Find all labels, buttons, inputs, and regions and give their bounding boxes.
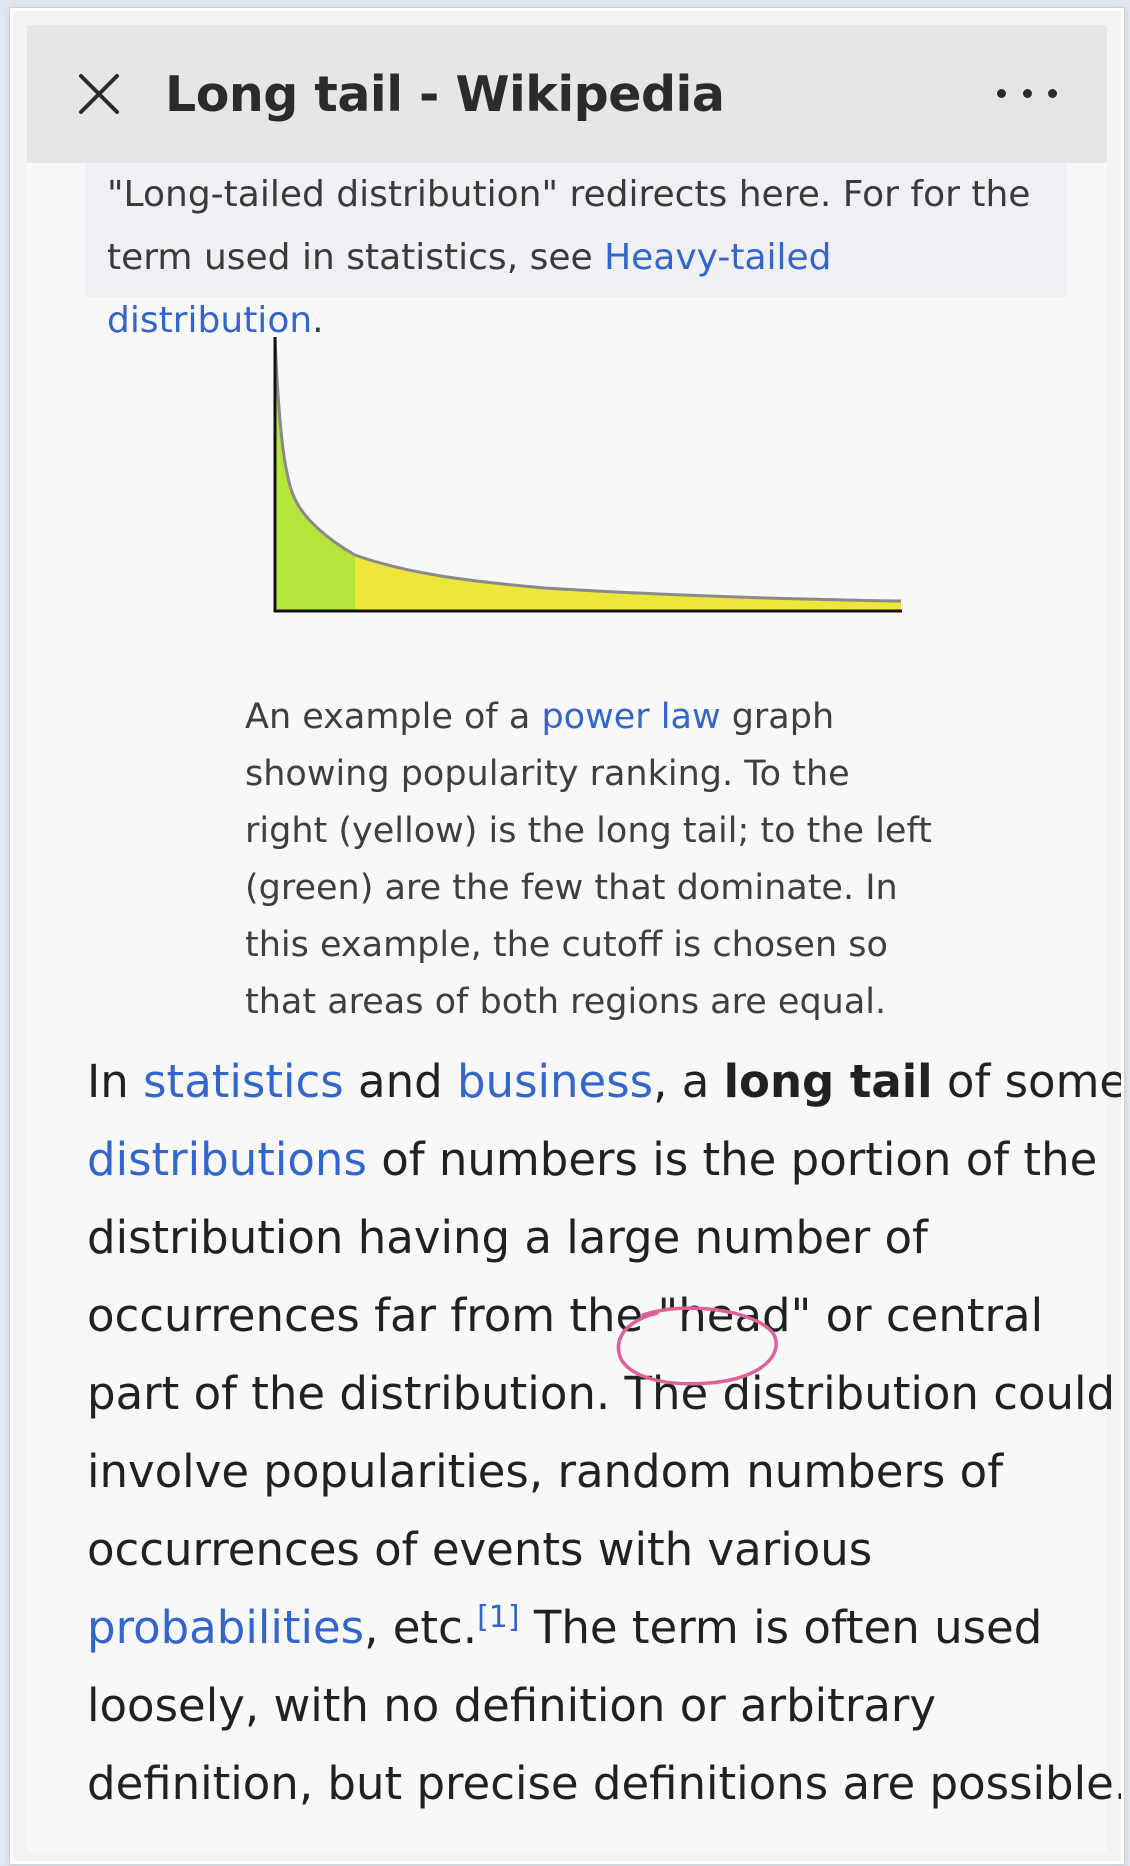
more-options-button[interactable] (997, 73, 1057, 113)
long-tail-figure[interactable] (245, 333, 909, 665)
hatnote-line-2: term used in statistics, see Heavy-taile… (107, 237, 832, 341)
hatnote-line-1: "Long-tailed distribution" redirects her… (107, 174, 1031, 215)
heavy-tailed-distribution-link[interactable]: Heavy-tailed distribution (107, 237, 832, 341)
article-content: "Long-tailed distribution" redirects her… (27, 163, 1124, 1853)
page-title: Long tail - Wikipedia (165, 65, 725, 123)
power-law-link[interactable]: power law (541, 697, 721, 737)
business-link[interactable]: business (456, 1055, 654, 1108)
close-icon (79, 74, 119, 114)
browser-frame: Long tail - Wikipedia "Long-tailed distr… (10, 8, 1124, 1864)
intro-paragraph: In statistics and business, a long tail … (87, 1055, 1124, 1810)
hatnote: "Long-tailed distribution" redirects her… (85, 163, 1067, 341)
power-law-curve (273, 336, 902, 603)
close-button[interactable] (69, 64, 129, 124)
statistics-link[interactable]: statistics (143, 1055, 344, 1108)
more-options-icon (997, 88, 1006, 98)
top-bar: Long tail - Wikipedia (27, 25, 1107, 163)
tail-region (355, 555, 901, 611)
distributions-link[interactable]: distributions (87, 1133, 367, 1186)
probabilities-link[interactable]: probabilities (87, 1601, 365, 1654)
term-long-tail: long tail (723, 1055, 933, 1108)
figure-caption: An example of a power law graph showing … (245, 697, 932, 1022)
reference-1-link[interactable]: [1] (477, 1600, 520, 1635)
